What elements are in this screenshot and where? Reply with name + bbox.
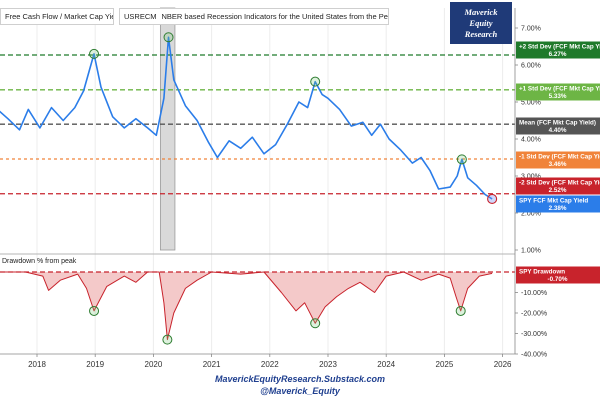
credit-substack: MaverickEquityResearch.Substack.com <box>214 374 386 384</box>
band-tag-label: +1 Std Dev (FCF Mkt Cap Yield) <box>519 86 600 93</box>
x-tick-label: 2019 <box>86 360 104 369</box>
peak-marker <box>456 154 467 165</box>
current-drawdown-tag-bg <box>516 266 600 284</box>
chart-title: Free Cash Flow / Market Cap Yield (LTM) <box>0 8 114 25</box>
current-yield-tag-bg <box>516 195 600 213</box>
band-tag-bg <box>516 151 600 169</box>
yield-panel <box>0 36 493 200</box>
credit-handle: @Maverick_Equity <box>260 386 340 396</box>
y-tick-label: 5.00% <box>521 100 541 107</box>
x-tick-label: 2024 <box>377 360 395 369</box>
band-tag-value: 6.27% <box>549 51 567 58</box>
y-tick-label: 7.00% <box>521 26 541 33</box>
recession-legend: USRECM NBER based Recession Indicators f… <box>119 8 389 25</box>
current-yield-tag-label: SPY FCF Mkt Cap Yield <box>519 198 588 205</box>
brand-logo: Maverick Equity Research <box>450 2 512 44</box>
band-tag-bg <box>516 41 600 59</box>
band-tag: +2 Std Dev (FCF Mkt Cap Yield)6.27% <box>516 41 600 59</box>
y-tick-label: -40.00% <box>521 352 547 359</box>
x-tick-label: 2022 <box>261 360 279 369</box>
y-tick-label: 2.00% <box>521 211 541 218</box>
recession-legend-code: USRECM <box>124 12 157 21</box>
band-tag: +1 Std Dev (FCF Mkt Cap Yield)5.33% <box>516 83 600 101</box>
band-tag-label: +2 Std Dev (FCF Mkt Cap Yield) <box>519 44 600 51</box>
current-yield-tag-value: 2.38% <box>549 205 567 212</box>
value-tags: +2 Std Dev (FCF Mkt Cap Yield)6.27% +1 St… <box>516 41 600 284</box>
drawdown-panel: Drawdown % from peak <box>0 258 515 341</box>
brand-line-1: Maverick <box>464 6 498 17</box>
current-drawdown-tag-value: -0.70% <box>548 276 568 283</box>
band-tag-label: -2 Std Dev (FCF Mkt Cap Yield) <box>519 180 600 187</box>
current-drawdown-tag-label: SPY Drawdown <box>519 269 565 276</box>
y-tick-label: 4.00% <box>521 137 541 144</box>
fcf-yield-line <box>0 36 493 200</box>
x-tick-label: 2020 <box>145 360 163 369</box>
grid-lines <box>36 8 504 354</box>
band-tag-value: 4.40% <box>549 127 567 134</box>
band-tag-value: 2.52% <box>549 187 567 194</box>
y-tick-label: -10.00% <box>521 290 547 297</box>
x-tick-label: 2023 <box>319 360 337 369</box>
std-dev-bands <box>0 54 515 195</box>
band-tag-value: 3.46% <box>549 161 567 168</box>
band-tag-bg <box>516 177 600 195</box>
latest-marker <box>487 193 498 204</box>
y-tick-label: 6.00% <box>521 63 541 70</box>
band-tag-label: Mean (FCF Mkt Cap Yield) <box>519 120 596 127</box>
trough-marker <box>89 305 100 316</box>
band-tag: Mean (FCF Mkt Cap Yield)4.40% <box>516 117 600 135</box>
brand-line-2: Equity <box>469 17 493 28</box>
y-tick-label: -30.00% <box>521 331 547 338</box>
trough-marker <box>162 334 173 345</box>
extreme-markers <box>89 32 498 345</box>
y-tick-label: 1.00% <box>521 248 541 255</box>
drawdown-panel-title: Drawdown % from peak <box>2 258 77 265</box>
peak-marker <box>310 76 321 87</box>
recession-legend-description: NBER based Recession Indicators for the … <box>161 12 388 21</box>
trough-marker <box>310 318 321 329</box>
x-tick-label: 2018 <box>28 360 46 369</box>
drawdown-area <box>0 272 493 340</box>
band-tag-label: -1 Std Dev (FCF Mkt Cap Yield) <box>519 154 600 161</box>
band-tag: -1 Std Dev (FCF Mkt Cap Yield)3.46% <box>516 151 600 169</box>
peak-marker <box>89 48 100 59</box>
band-tag-bg <box>516 117 600 135</box>
x-tick-label: 2021 <box>203 360 221 369</box>
band-tag-value: 5.33% <box>549 93 567 100</box>
current-drawdown-tag: SPY Drawdown-0.70% <box>516 266 600 284</box>
x-tick-label: 2026 <box>494 360 512 369</box>
peak-marker <box>163 32 174 43</box>
band-tag-bg <box>516 83 600 101</box>
drawdown-line <box>0 271 493 341</box>
band-tag: -2 Std Dev (FCF Mkt Cap Yield)2.52% <box>516 177 600 195</box>
axes: 7.00% 6.00% 5.00% 4.00% 3.00% 2.00% 1.00% -10.0… <box>0 8 547 369</box>
y-tick-label: 3.00% <box>521 174 541 181</box>
y-tick-label: -20.00% <box>521 311 547 318</box>
trough-marker <box>455 305 466 316</box>
x-tick-label: 2025 <box>436 360 454 369</box>
brand-line-3: Research <box>464 28 498 39</box>
